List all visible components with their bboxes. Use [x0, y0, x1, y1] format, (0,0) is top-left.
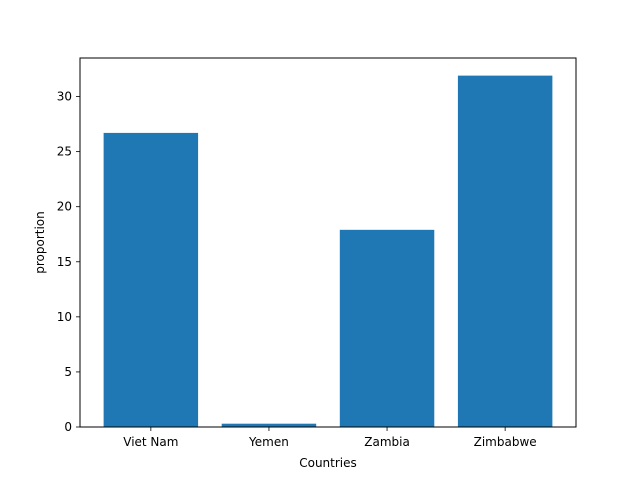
bar-viet-nam: [103, 132, 199, 427]
x-axis-ticks: Viet Nam Yemen Zambia Zimbabwe: [123, 427, 537, 449]
bar-zambia: [339, 229, 435, 427]
x-tick-label: Yemen: [248, 435, 289, 449]
bars-group: [103, 75, 553, 428]
x-tick-label: Zambia: [364, 435, 410, 449]
y-axis-label: proportion: [33, 211, 47, 274]
bar-yemen: [221, 423, 317, 427]
y-tick-label: 15: [57, 255, 72, 269]
y-tick-label: 30: [57, 90, 72, 104]
plot-frame: [79, 57, 577, 428]
y-tick-label: 0: [64, 420, 72, 434]
y-tick-label: 5: [64, 365, 72, 379]
y-tick-label: 25: [57, 145, 72, 159]
x-tick-label: Zimbabwe: [474, 435, 537, 449]
y-axis-ticks: 0 5 10 15 20 25 30: [57, 90, 80, 434]
x-tick-label: Viet Nam: [123, 435, 178, 449]
x-axis-label: Countries: [299, 456, 357, 470]
bar-zimbabwe: [457, 75, 553, 428]
y-tick-label: 20: [57, 200, 72, 214]
y-tick-label: 10: [57, 310, 72, 324]
